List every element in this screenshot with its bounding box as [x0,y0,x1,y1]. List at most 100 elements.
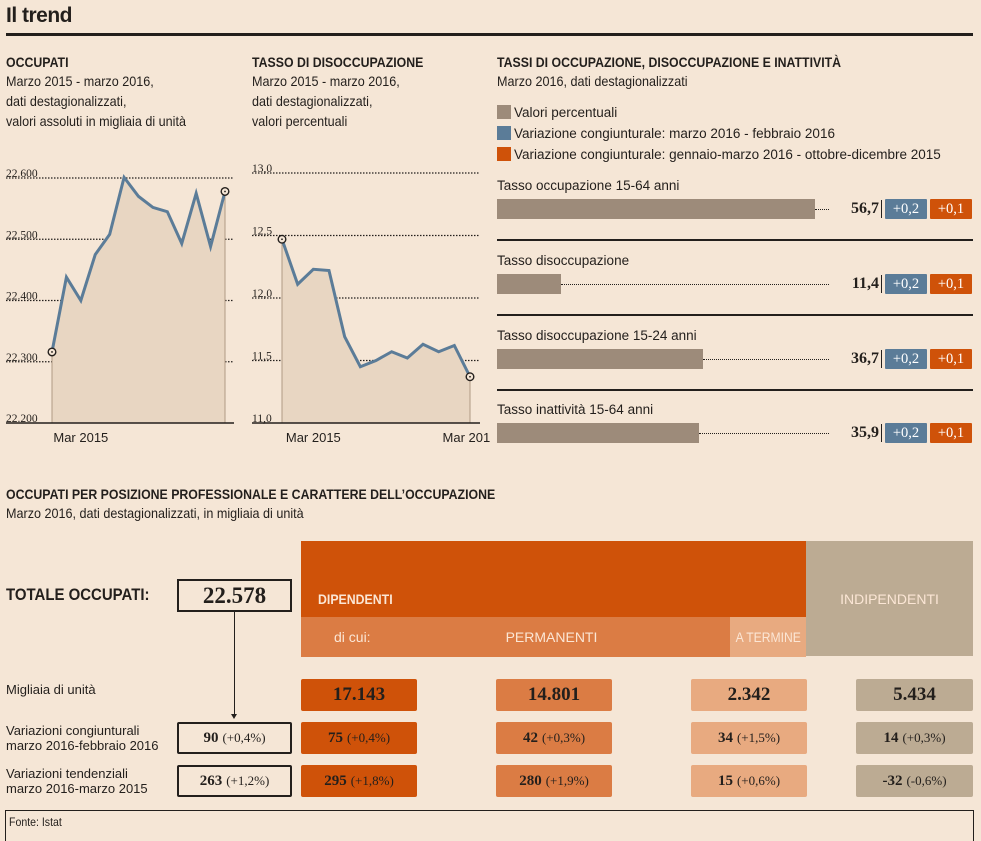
dipendenti-congiunturale: 75(+0,4%) [301,722,417,754]
endpoint-dot [51,351,53,353]
rate-bar [497,423,699,443]
occupati-subtitle-line: valori assoluti in migliaia di unità [6,111,186,131]
value-number: 75 [328,730,343,747]
value-percent: (+0,3%) [902,730,945,746]
rate-label: Tasso occupazione 15-64 anni [497,178,973,193]
value-percent: (+1,9%) [546,773,589,789]
occupati-subtitle-line: Marzo 2015 - marzo 2016, [6,71,186,91]
source-note: Fonte: Istat [9,815,62,829]
dipendenti-header: DIPENDENTI [301,541,806,617]
y-tick-label: 12,0 [252,288,272,300]
rate-bar [497,199,815,219]
rate-value: 35,9 [829,423,882,443]
legend-swatch [497,105,511,119]
value-number: 34 [718,730,733,747]
rate-bar-wrap: 56,7 +0,2 +0,1 [497,199,973,219]
value-number: 2.342 [728,684,771,706]
value-percent: (-0,6%) [906,773,946,789]
totale-label: TOTALE OCCUPATI: [6,585,149,605]
permanenti-label: PERMANENTI [506,629,598,645]
rate-row: Tasso inattività 15-64 anni 35,9 +0,2 +0… [497,402,973,443]
rate-divider [497,389,973,391]
row-label-line: Variazioni congiunturali [6,723,159,738]
y-tick-label: 12,5 [252,226,272,238]
permanenti-tendenziale: 280(+1,9%) [496,765,612,797]
rate-row: Tasso disoccupazione 15-24 anni 36,7 +0,… [497,328,973,369]
value-number: 295 [324,773,347,790]
tassi-subtitle: Marzo 2016, dati destagionalizzati [497,71,688,91]
area-fill [52,177,225,423]
indipendenti-header: INDIPENDENTI [806,541,973,656]
permanenti-congiunturale: 42(+0,3%) [496,722,612,754]
legend-label: Variazione congiunturale: gennaio-marzo … [514,147,941,162]
value-number: 14.801 [528,684,580,706]
rate-bar-wrap: 11,4 +0,2 +0,1 [497,274,973,294]
totale-tendenziale: 263(+1,2%) [177,765,292,797]
value-number: 5.434 [893,684,936,706]
value-percent: (+1,8%) [351,773,394,789]
footer-box: Fonte: Istat [5,810,974,841]
title-divider [6,33,973,36]
rate-bar [497,349,703,369]
disoccupazione-subtitle-line: dati destagionalizzati, [252,91,400,111]
y-tick-label: 13,0 [252,163,272,175]
dipendenti-tendenziale: 295(+1,8%) [301,765,417,797]
value-number: 263 [200,773,223,790]
posizione-subtitle: Marzo 2016, dati destagionalizzati, in m… [6,503,304,523]
occupati-subtitle: Marzo 2015 - marzo 2016, dati destagiona… [6,71,186,131]
value-number: 15 [718,773,733,790]
legend-swatch [497,147,511,161]
var-mensile-chip: +0,2 [885,199,927,219]
value-number: 14 [883,730,898,747]
rate-label: Tasso disoccupazione [497,253,973,268]
indipendenti-tendenziale: -32(-0,6%) [856,765,973,797]
endpoint-dot [281,238,283,240]
var-mensile-chip: +0,2 [885,274,927,294]
value-number: 42 [523,730,538,747]
endpoint-dot [469,376,471,378]
occupati-subtitle-line: dati destagionalizzati, [6,91,186,111]
dipendenti-valore: 17.143 [301,679,417,711]
rate-bar-wrap: 35,9 +0,2 +0,1 [497,423,973,443]
a-termine-header: A TERMINE [730,617,806,657]
leader-dots [699,433,837,434]
var-trimestrale-chip: +0,1 [930,199,972,219]
area-fill [282,239,470,423]
row-label-congiunturali: Variazioni congiunturali marzo 2016-febb… [6,723,159,753]
a-termine-congiunturale: 34(+1,5%) [691,722,807,754]
dipendenti-label: DIPENDENTI [318,591,393,607]
page-title: Il trend [6,4,72,28]
value-number: -32 [882,773,902,790]
var-mensile-chip: +0,2 [885,423,927,443]
rate-bar [497,274,561,294]
value-number: 17.143 [333,684,385,706]
legend-item-var-trimestrale: Variazione congiunturale: gennaio-marzo … [497,145,941,163]
row-label-line: Variazioni tendenziali [6,766,148,781]
value-number: 280 [519,773,542,790]
connector-line [234,612,235,716]
indipendenti-congiunturale: 14(+0,3%) [856,722,973,754]
disoccupazione-subtitle: Marzo 2015 - marzo 2016, dati destagiona… [252,71,400,131]
permanenti-valore: 14.801 [496,679,612,711]
disoccupazione-subtitle-line: valori percentuali [252,111,400,131]
occupati-title: OCCUPATI [6,54,69,70]
rate-row: Tasso occupazione 15-64 anni 56,7 +0,2 +… [497,178,973,219]
di-cui-label: di cui: [334,629,371,645]
y-tick-label: 22.500 [6,229,38,241]
legend-item-var-mensile: Variazione congiunturale: marzo 2016 - f… [497,124,835,142]
x-tick-label: Mar 2016 [443,430,490,445]
value-percent: (+0,6%) [737,773,780,789]
var-trimestrale-chip: +0,1 [930,423,972,443]
legend-swatch [497,126,511,140]
y-tick-label: 22.400 [6,291,38,303]
totale-congiunturale: 90(+0,4%) [177,722,292,754]
value-number: 90 [203,730,218,747]
row-label-line: marzo 2016-febbraio 2016 [6,738,159,753]
row-label-line: marzo 2016-marzo 2015 [6,781,148,796]
x-tick-label: Mar 2015 [286,430,341,445]
y-tick-label: 11,5 [252,351,272,363]
rate-row: Tasso disoccupazione 11,4 +0,2 +0,1 [497,253,973,294]
rate-divider [497,239,973,241]
tassi-title: TASSI DI OCCUPAZIONE, DISOCCUPAZIONE E I… [497,54,841,70]
value-percent: (+1,2%) [226,773,269,789]
